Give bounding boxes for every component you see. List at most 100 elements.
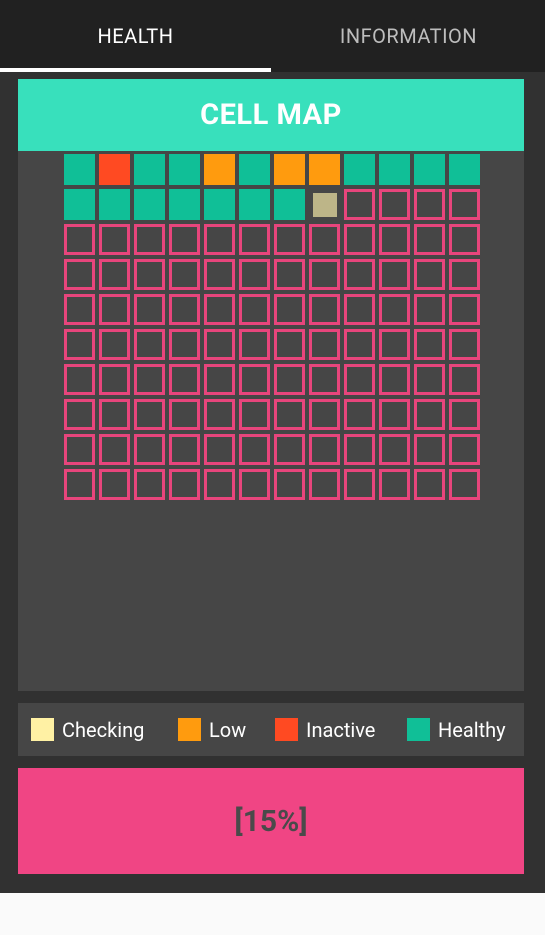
cell-empty (274, 294, 305, 325)
cell-empty (64, 399, 95, 430)
cell-empty (239, 294, 270, 325)
cell-empty (99, 469, 130, 500)
cell-empty (99, 224, 130, 255)
cell-empty (344, 434, 375, 465)
cell-empty (274, 399, 305, 430)
cell-empty (379, 294, 410, 325)
cell-empty (169, 224, 200, 255)
tab-health[interactable]: HEALTH (97, 24, 174, 48)
cell-healthy (99, 189, 130, 220)
cell-healthy (239, 154, 270, 185)
cell-empty (309, 294, 340, 325)
cell-empty (309, 224, 340, 255)
cell-healthy (134, 189, 165, 220)
cell-empty (169, 329, 200, 360)
cell-empty (274, 469, 305, 500)
cell-healthy (239, 189, 270, 220)
cell-healthy (204, 189, 235, 220)
cell-healthy (134, 154, 165, 185)
progress-indicator: [15%] (18, 768, 524, 874)
legend-label-checking: Checking (62, 717, 145, 742)
legend-item-healthy: Healthy (407, 703, 506, 756)
cell-empty (379, 399, 410, 430)
cell-empty (414, 469, 445, 500)
cell-empty (134, 224, 165, 255)
cell-empty (344, 189, 375, 220)
cell-empty (309, 364, 340, 395)
app-container: HEALTH INFORMATION CELL MAP Checking Low… (0, 0, 545, 893)
legend-swatch-checking (31, 718, 54, 741)
cell-empty (449, 294, 480, 325)
cell-empty (414, 329, 445, 360)
legend-swatch-healthy (407, 718, 430, 741)
legend: Checking Low Inactive Healthy (18, 703, 524, 756)
cell-empty (414, 224, 445, 255)
cell-empty (344, 224, 375, 255)
cell-empty (204, 224, 235, 255)
cell-healthy (169, 189, 200, 220)
legend-label-inactive: Inactive (306, 717, 376, 742)
tab-information[interactable]: INFORMATION (339, 24, 478, 48)
cell-empty (309, 329, 340, 360)
cell-empty (414, 364, 445, 395)
legend-item-low: Low (178, 703, 246, 756)
cell-empty (379, 189, 410, 220)
legend-label-healthy: Healthy (438, 717, 506, 742)
cell-empty (204, 294, 235, 325)
cell-empty (64, 434, 95, 465)
legend-swatch-low (178, 718, 201, 741)
cell-empty (449, 434, 480, 465)
cell-empty (64, 469, 95, 500)
cell-empty (309, 434, 340, 465)
cell-empty (414, 294, 445, 325)
cell-empty (204, 364, 235, 395)
cell-empty (64, 224, 95, 255)
cell-healthy (344, 154, 375, 185)
cell-empty (449, 189, 480, 220)
cell-empty (169, 434, 200, 465)
cell-empty (344, 469, 375, 500)
cell-grid (64, 154, 484, 504)
cell-empty (99, 364, 130, 395)
cell-empty (64, 364, 95, 395)
cell-healthy (379, 154, 410, 185)
cell-empty (274, 259, 305, 290)
cell-empty (204, 399, 235, 430)
cell-empty (204, 469, 235, 500)
cell-map-panel: CELL MAP (18, 79, 524, 691)
cell-empty (169, 364, 200, 395)
cell-empty (64, 294, 95, 325)
cell-empty (169, 259, 200, 290)
cell-empty (64, 329, 95, 360)
cell-empty (239, 259, 270, 290)
cell-empty (99, 399, 130, 430)
cell-empty (134, 294, 165, 325)
cell-healthy (449, 154, 480, 185)
cell-empty (449, 469, 480, 500)
cell-map-title: CELL MAP (18, 79, 524, 151)
cell-empty (309, 469, 340, 500)
cell-low (309, 154, 340, 185)
cell-empty (379, 259, 410, 290)
cell-checking (313, 193, 337, 217)
cell-healthy (64, 189, 95, 220)
cell-empty (344, 259, 375, 290)
tab-bar: HEALTH INFORMATION (0, 0, 545, 72)
cell-empty (239, 469, 270, 500)
cell-empty (274, 364, 305, 395)
cell-low (204, 154, 235, 185)
cell-empty (344, 364, 375, 395)
cell-empty (204, 329, 235, 360)
cell-empty (344, 329, 375, 360)
cell-empty (414, 259, 445, 290)
legend-item-checking: Checking (31, 703, 144, 756)
cell-empty (309, 259, 340, 290)
cell-empty (379, 364, 410, 395)
legend-label-low: Low (209, 717, 247, 742)
cell-empty (449, 259, 480, 290)
cell-empty (204, 259, 235, 290)
cell-empty (204, 434, 235, 465)
cell-healthy (169, 154, 200, 185)
cell-empty (274, 329, 305, 360)
cell-empty (274, 434, 305, 465)
